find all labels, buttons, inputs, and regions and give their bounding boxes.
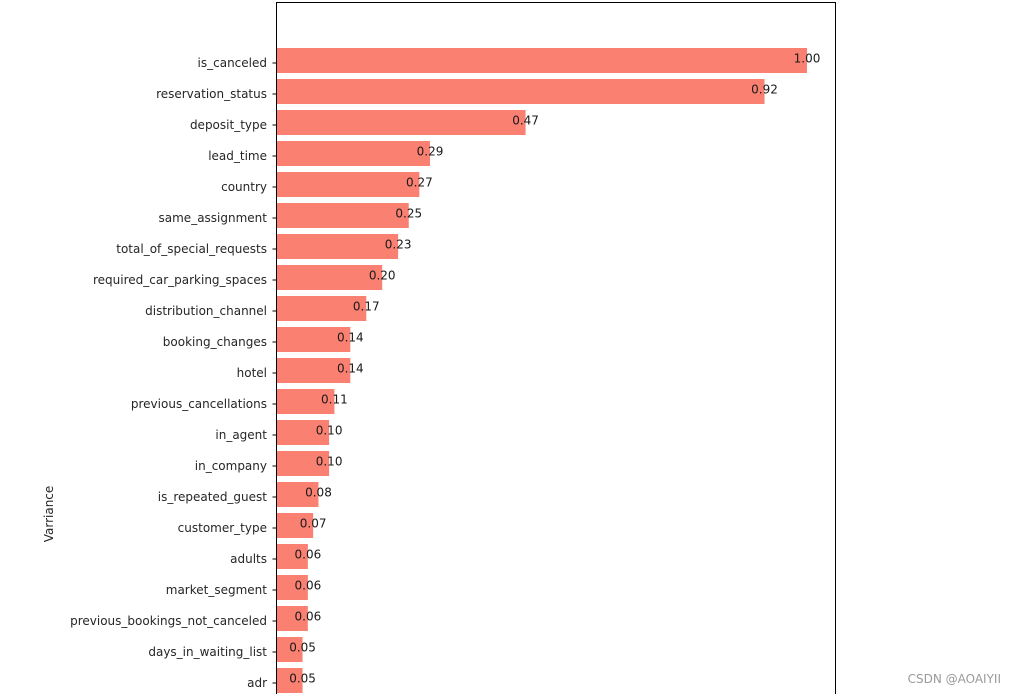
- bar-previous_cancellations: [276, 389, 335, 414]
- y-tick-label: previous_bookings_not_canceled: [70, 614, 267, 628]
- value-label: 0.10: [316, 424, 343, 438]
- y-tick-label: country: [221, 180, 267, 194]
- value-label: 1.00: [794, 52, 821, 66]
- y-tick-label: lead_time: [208, 149, 267, 163]
- y-tick-label: in_company: [195, 459, 267, 473]
- y-tick-label: distribution_channel: [145, 304, 267, 318]
- value-label: 0.11: [321, 393, 348, 407]
- value-label: 0.06: [295, 579, 322, 593]
- y-axis-label: Varriance: [42, 486, 56, 543]
- bar-required_car_parking_spaces: [276, 265, 383, 290]
- y-tick-label: previous_cancellations: [131, 397, 267, 411]
- watermark: CSDN @AOAIYII: [907, 672, 1001, 686]
- value-label: 0.23: [385, 238, 412, 252]
- value-label: 0.08: [305, 486, 332, 500]
- y-tick-label: same_assignment: [159, 211, 268, 225]
- bar-previous_bookings_not_canceled: [276, 606, 308, 631]
- value-label: 0.05: [289, 672, 316, 686]
- bar-is_canceled: [276, 48, 807, 73]
- y-tick-label: adults: [230, 552, 267, 566]
- bar-in_company: [276, 451, 330, 476]
- bar-hotel: [276, 358, 351, 383]
- value-label: 0.05: [289, 641, 316, 655]
- y-tick-label: days_in_waiting_list: [148, 645, 267, 659]
- y-tick-label: market_segment: [166, 583, 268, 597]
- bar-market_segment: [276, 575, 308, 600]
- y-tick-label: in_agent: [215, 428, 267, 442]
- value-label: 0.06: [295, 548, 322, 562]
- plot-frame: [276, 2, 836, 694]
- value-label: 0.27: [406, 176, 433, 190]
- value-label: 0.20: [369, 269, 396, 283]
- bar-is_repeated_guest: [276, 482, 319, 507]
- bar-country: [276, 172, 420, 197]
- labels-layer: is_canceled 1.00 reservation_status 0.92 dep…: [70, 52, 820, 691]
- bar-reservation_status: [276, 79, 765, 104]
- y-tick-label: adr: [247, 676, 267, 690]
- bar-adults: [276, 544, 308, 569]
- y-tick-label: booking_changes: [163, 335, 267, 349]
- value-label: 0.25: [395, 207, 422, 221]
- bar-total_of_special_requests: [276, 234, 399, 259]
- value-label: 0.47: [512, 114, 539, 128]
- bar-adr: [276, 668, 303, 693]
- bar-deposit_type: [276, 110, 526, 135]
- y-tick-label: deposit_type: [190, 118, 267, 132]
- value-label: 0.92: [751, 83, 778, 97]
- bar-distribution_channel: [276, 296, 367, 321]
- value-label: 0.29: [417, 145, 444, 159]
- value-label: 0.06: [295, 610, 322, 624]
- y-tick-label: total_of_special_requests: [116, 242, 267, 256]
- bar-in_agent: [276, 420, 330, 445]
- value-label: 0.17: [353, 300, 380, 314]
- bar-lead_time: [276, 141, 430, 166]
- value-label: 0.14: [337, 362, 364, 376]
- value-label: 0.10: [316, 455, 343, 469]
- bar-same_assignment: [276, 203, 409, 228]
- value-label: 0.14: [337, 331, 364, 345]
- value-label: 0.07: [300, 517, 327, 531]
- bars-layer: [276, 48, 807, 693]
- bar-booking_changes: [276, 327, 351, 352]
- y-tick-label: is_canceled: [198, 56, 267, 70]
- y-tick-label: required_car_parking_spaces: [93, 273, 267, 287]
- y-tick-label: is_repeated_guest: [158, 490, 268, 504]
- y-tick-label: customer_type: [178, 521, 267, 535]
- bar-days_in_waiting_list: [276, 637, 303, 662]
- y-tick-label: reservation_status: [156, 87, 267, 101]
- y-tick-label: hotel: [237, 366, 267, 380]
- bar-customer_type: [276, 513, 314, 538]
